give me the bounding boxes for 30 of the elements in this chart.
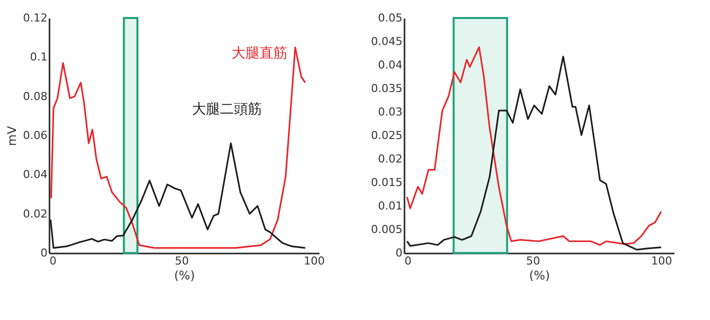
y-tick-label: 0 [396, 246, 402, 260]
x-tick-label: 0 [404, 254, 412, 268]
y-tick-label: 0.04 [378, 58, 402, 72]
x-tick-label: 50 [526, 254, 540, 268]
line-series [50, 46, 306, 249]
y-tick-label: 0.01 [378, 200, 402, 212]
x-axis-title: (%) [529, 268, 550, 282]
y-axis-title: mV [5, 125, 20, 146]
y-tick-label: 0.02 [23, 207, 48, 220]
series-label: 大腿直筋 [232, 45, 288, 62]
y-tick-label: 0.015 [371, 176, 402, 189]
y-tick-label: 0.005 [371, 223, 402, 236]
y-tick-label: 0.06 [23, 129, 48, 142]
x-tick-label: 100 [651, 254, 672, 268]
y-tick-label: 0.12 [23, 12, 48, 24]
x-axis-title: (%) [174, 268, 195, 282]
x-tick-label: 50 [174, 254, 189, 268]
y-tick-label: 0.025 [371, 129, 402, 142]
x-tick-label: 0 [50, 254, 56, 268]
y-tick-label: 0.035 [371, 82, 402, 95]
y-tick-label: 0.045 [371, 35, 402, 48]
y-tick-label: 0.05 [378, 12, 402, 24]
y-tick-label: 0.04 [23, 168, 48, 182]
y-tick-label: 0 [40, 246, 48, 260]
text: 大腿二頭筋 [192, 102, 262, 118]
y-tick-label: 0.08 [23, 90, 48, 103]
x-tick-label: 100 [304, 254, 325, 268]
y-tick-label: 0.1 [30, 50, 48, 64]
y-tick-label: 0.02 [378, 152, 402, 166]
y-tick-label: 0.03 [378, 106, 402, 118]
